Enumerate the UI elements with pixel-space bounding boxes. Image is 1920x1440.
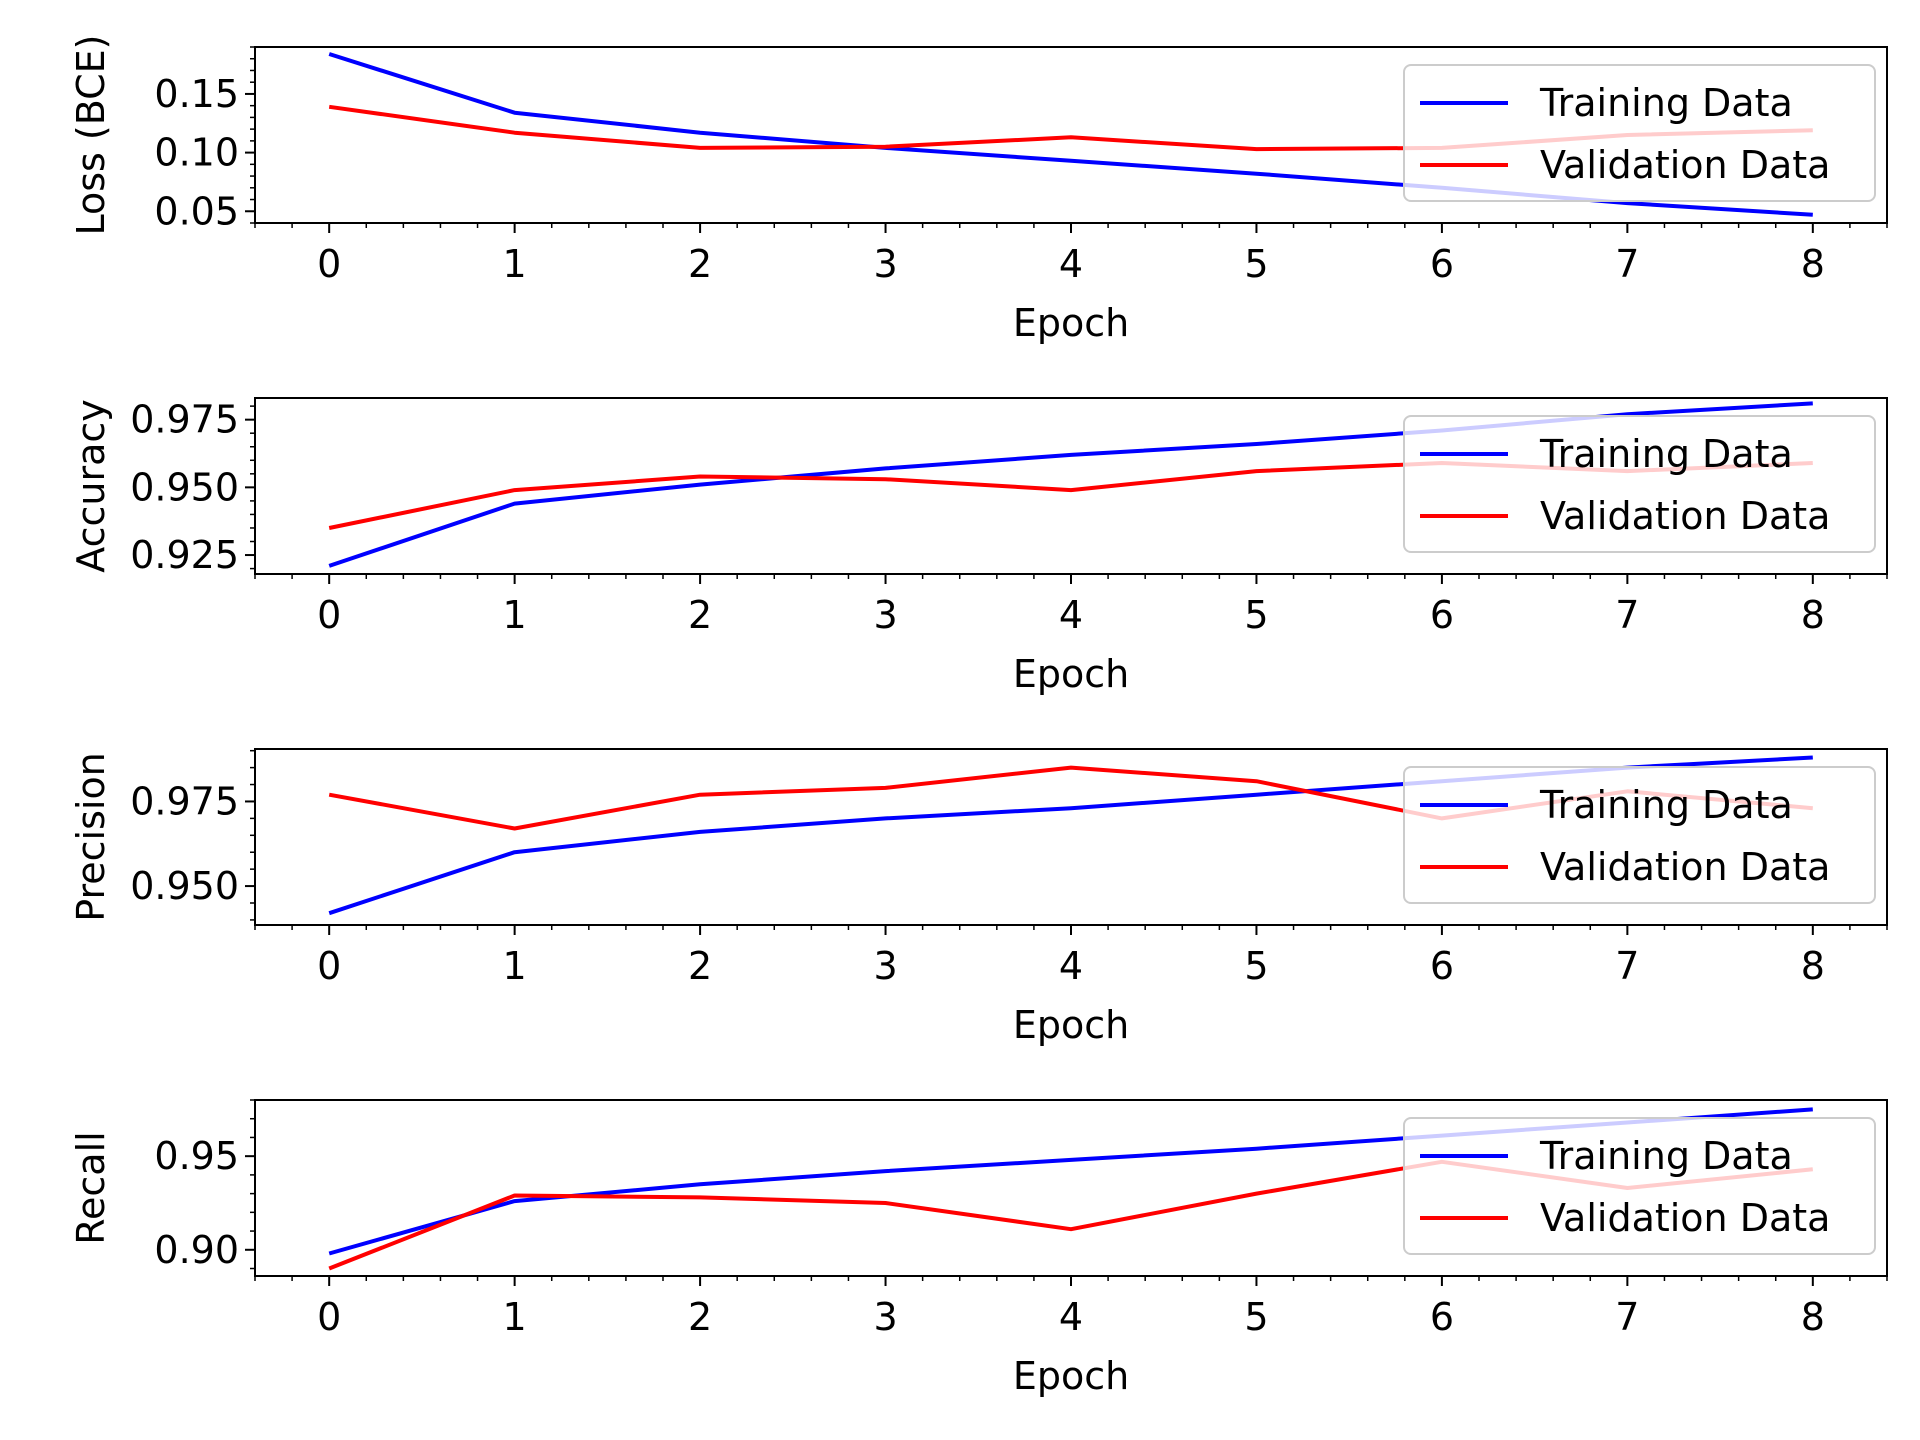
y-tick-label: 0.90 [154,1228,239,1272]
x-tick-label: 8 [1801,1295,1825,1339]
x-tick-label: 1 [503,944,527,988]
y-tick-label: 0.975 [130,779,239,823]
y-tick-label: 0.975 [130,398,239,442]
x-tick-label: 2 [688,242,712,286]
x-axis-label: Epoch [1013,1354,1129,1398]
legend-box [1403,766,1876,904]
chart-panel-0: 0 1 2 3 4 5 6 7 8 0.05 0.10 0.15 Epoch Loss (BCE) Trai… [69,34,1888,345]
x-tick-label: 8 [1801,944,1825,988]
legend-box [1403,415,1876,553]
y-axis-label: Accuracy [69,399,113,573]
x-tick-label: 7 [1615,242,1639,286]
x-tick-label: 0 [317,944,341,988]
legend-label-validation: Validation Data [1540,494,1830,538]
x-tick-label: 4 [1059,944,1083,988]
x-tick-label: 0 [317,242,341,286]
x-tick-label: 0 [317,1295,341,1339]
x-tick-label: 7 [1615,593,1639,637]
legend: Training Data Validation Data [1403,415,1876,553]
legend-label-training: Training Data [1539,81,1793,125]
chart-panel-3: 0 1 2 3 4 5 6 7 8 0.90 0.95 Epoch Recall Training Dat… [69,1099,1888,1398]
y-axis-label: Loss (BCE) [69,34,113,235]
chart-panel-2: 0 1 2 3 4 5 6 7 8 0.950 0.975 Epoch Precision Trainin… [69,748,1888,1047]
x-tick-label: 4 [1059,242,1083,286]
x-tick-label: 2 [688,944,712,988]
x-tick-label: 3 [873,1295,897,1339]
legend: Training Data Validation Data [1403,64,1876,202]
y-tick-label: 0.05 [154,189,239,233]
chart-panel-1: 0 1 2 3 4 5 6 7 8 0.925 0.950 0.975 Epoch Accuracy Tra… [69,397,1888,696]
y-axis-label: Precision [69,752,113,922]
x-tick-label: 0 [317,593,341,637]
x-tick-label: 3 [873,944,897,988]
y-tick-label: 0.10 [154,131,239,175]
legend-label-validation: Validation Data [1540,845,1830,889]
y-tick-label: 0.15 [154,72,239,116]
x-tick-label: 1 [503,1295,527,1339]
x-tick-label: 7 [1615,944,1639,988]
x-tick-label: 4 [1059,593,1083,637]
x-tick-label: 3 [873,593,897,637]
x-tick-label: 1 [503,593,527,637]
y-axis-label: Recall [69,1131,113,1244]
x-tick-label: 6 [1430,1295,1454,1339]
x-tick-label: 7 [1615,1295,1639,1339]
x-axis-label: Epoch [1013,652,1129,696]
legend-label-training: Training Data [1539,432,1793,476]
x-tick-label: 6 [1430,944,1454,988]
x-tick-label: 5 [1244,944,1268,988]
x-tick-label: 8 [1801,593,1825,637]
x-tick-label: 5 [1244,593,1268,637]
x-tick-label: 5 [1244,242,1268,286]
legend-label-training: Training Data [1539,783,1793,827]
x-tick-label: 8 [1801,242,1825,286]
legend-label-validation: Validation Data [1540,143,1830,187]
y-tick-label: 0.950 [130,465,239,509]
x-tick-label: 2 [688,1295,712,1339]
x-axis-label: Epoch [1013,301,1129,345]
legend-label-training: Training Data [1539,1134,1793,1178]
y-tick-label: 0.95 [154,1134,239,1178]
x-tick-label: 2 [688,593,712,637]
x-tick-label: 1 [503,242,527,286]
legend-label-validation: Validation Data [1540,1196,1830,1240]
x-tick-label: 3 [873,242,897,286]
legend: Training Data Validation Data [1403,766,1876,904]
y-tick-label: 0.925 [130,533,239,577]
x-tick-label: 5 [1244,1295,1268,1339]
legend-box [1403,1117,1876,1255]
x-tick-label: 6 [1430,593,1454,637]
x-axis-label: Epoch [1013,1003,1129,1047]
y-tick-label: 0.950 [130,864,239,908]
x-tick-label: 6 [1430,242,1454,286]
legend: Training Data Validation Data [1403,1117,1876,1255]
x-tick-label: 4 [1059,1295,1083,1339]
legend-box [1403,64,1876,202]
